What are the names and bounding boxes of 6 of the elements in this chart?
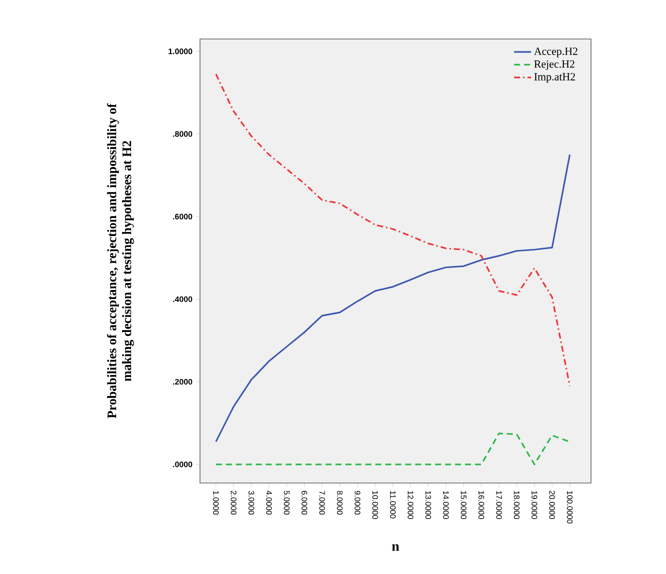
legend-label: Imp.atH2 — [534, 73, 575, 83]
y-axis-title: Probabilities of acceptance, rejection and impossibility of making decision at testing hypotheses at H2 — [107, 103, 134, 418]
legend-label: Accep.H2 — [534, 48, 578, 58]
x-axis-title: n — [392, 544, 400, 551]
line-series — [215, 154, 571, 442]
legend-label: Rejec.H2 — [534, 60, 574, 70]
